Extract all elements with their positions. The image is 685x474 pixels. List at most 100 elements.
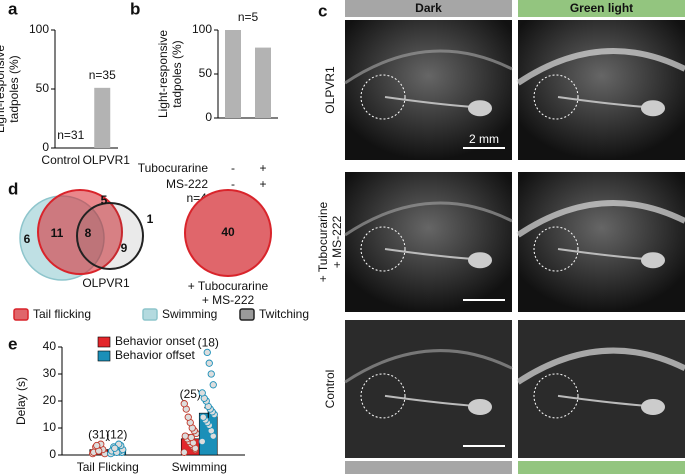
data-point	[180, 400, 188, 408]
x-tick-label: Swimming	[172, 460, 227, 474]
tadpole	[384, 394, 471, 407]
count-label: (18)	[198, 336, 219, 350]
y-axis-label: Light-responsive	[0, 45, 7, 133]
column-label: Dark	[415, 1, 442, 15]
y-tick-label: 100	[29, 22, 49, 36]
venn-count: 6	[24, 232, 31, 246]
panel-label: a	[8, 0, 18, 18]
bar	[94, 87, 111, 148]
tadpole-head	[641, 100, 665, 117]
venn-twitching	[76, 202, 144, 270]
tadpole	[384, 248, 471, 260]
legend-swatch	[97, 336, 111, 348]
y-tick-label: 50	[199, 66, 213, 80]
legend-swatch	[142, 308, 158, 321]
count-label: (25)	[180, 387, 201, 401]
roi-circle	[360, 74, 406, 120]
legend-label: Tail flicking	[33, 307, 91, 321]
micrograph	[518, 320, 685, 458]
dish-edge	[344, 349, 513, 384]
roi-circle	[533, 74, 579, 120]
data-point	[203, 348, 211, 357]
x-tick-label: OLPVR1	[83, 153, 131, 167]
treatment-name: Tubocurarine	[138, 161, 209, 175]
micrograph	[345, 172, 512, 312]
x-tick-label: Control	[41, 153, 80, 167]
y-tick-label: 0	[49, 447, 56, 461]
tadpole-head	[641, 398, 665, 415]
venn-caption: OLPVR1	[82, 276, 130, 290]
venn-count: 11	[51, 226, 64, 240]
micrograph	[345, 20, 512, 160]
venn-count: 1	[147, 212, 154, 226]
roi-circle	[360, 373, 406, 419]
tadpole	[557, 394, 644, 407]
data-point	[199, 413, 207, 421]
data-point	[180, 448, 188, 456]
venn-count: 9	[121, 241, 128, 255]
legend-label: Twitching	[259, 307, 309, 321]
y-tick-label: 0	[205, 110, 212, 124]
y-tick-label: 0	[42, 140, 49, 154]
bar-annotation: n=31	[57, 128, 84, 142]
column-label: Green light	[570, 1, 633, 15]
count-label: (31)	[88, 427, 109, 441]
micrograph	[518, 172, 685, 312]
treatment-level: +	[259, 161, 266, 175]
annotation: n=5	[238, 10, 259, 24]
row-label: + Tubocurarine	[316, 201, 330, 282]
legend-label: Behavior offset	[115, 348, 195, 362]
y-axis-label: tadpoles (%)	[170, 40, 184, 107]
y-tick-label: 20	[43, 393, 57, 407]
row-label: + MS-222	[330, 215, 344, 268]
venn-caption: + Tubocurarine	[188, 279, 269, 293]
venn-caption: + MS-222	[202, 293, 255, 307]
column-header	[345, 0, 512, 17]
data-point	[184, 413, 192, 421]
y-tick-label: 100	[192, 22, 212, 36]
data-point	[111, 444, 119, 452]
y-tick-label: 50	[36, 81, 50, 95]
micrograph	[518, 20, 685, 160]
y-tick-label: 40	[43, 339, 57, 353]
tadpole-head	[468, 252, 492, 269]
data-point	[181, 432, 189, 440]
data-point	[209, 381, 217, 389]
tadpole	[557, 248, 644, 260]
count-label: (12)	[106, 427, 127, 441]
micrograph	[345, 320, 512, 458]
dish-edge	[516, 347, 685, 385]
data-point	[198, 389, 206, 397]
data-point	[207, 370, 215, 378]
dish-edge	[516, 48, 685, 86]
scale-bar-label: 2 mm	[469, 132, 499, 146]
data-point	[187, 433, 195, 442]
tadpole-head	[468, 100, 492, 117]
tadpole-head	[468, 398, 492, 415]
row-label: OLPVR1	[323, 66, 337, 114]
panel-label: e	[8, 334, 17, 353]
roi-circle	[533, 226, 579, 272]
bar-annotation: n=35	[89, 68, 116, 82]
roi-circle	[360, 226, 406, 272]
data-point	[93, 441, 101, 450]
venn-count: 40	[221, 225, 235, 239]
venn-tail-flicking	[37, 189, 123, 275]
tadpole	[557, 96, 644, 108]
data-point	[198, 437, 206, 446]
panel-label: d	[8, 179, 18, 198]
legend-swatch	[239, 308, 255, 321]
column-footer	[345, 461, 512, 474]
dish-edge	[344, 49, 513, 85]
y-tick-label: 10	[43, 420, 57, 434]
y-axis-label: Delay (s)	[14, 377, 28, 425]
row-label: Control	[323, 370, 337, 409]
bar	[255, 47, 271, 118]
legend-swatch	[97, 350, 111, 362]
legend-swatch	[13, 308, 29, 321]
legend-label: Behavior onset	[115, 334, 196, 348]
column-header	[518, 0, 685, 17]
bar	[225, 30, 241, 118]
y-axis-label: tadpoles (%)	[7, 55, 21, 122]
legend-label: Swimming	[162, 307, 217, 321]
